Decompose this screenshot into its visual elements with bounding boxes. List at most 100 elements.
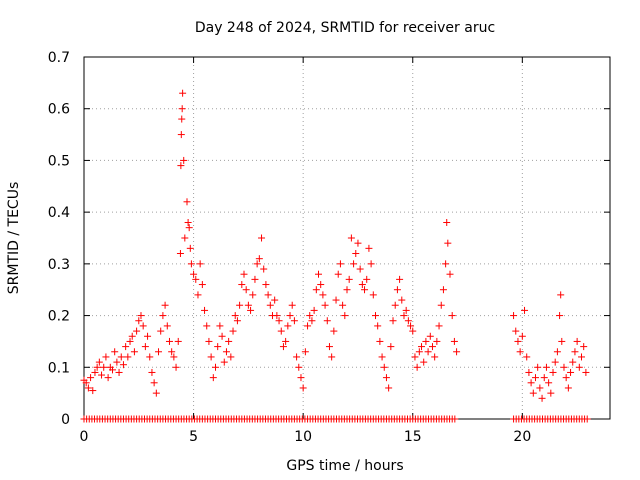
data-point [168,348,176,356]
data-point [424,348,432,356]
data-point [415,348,423,356]
data-point [304,322,312,330]
data-point [84,384,92,392]
data-point [356,265,364,273]
data-point [165,337,173,345]
data-point [277,327,285,335]
x-tick-label: 5 [189,429,198,445]
data-point [382,374,390,382]
data-point [527,379,535,387]
data-point [148,368,156,376]
data-point [95,358,103,366]
data-point [196,260,204,268]
data-point [186,244,194,252]
data-point [439,286,447,294]
data-point [545,379,553,387]
data-point [214,343,222,351]
data-point [347,234,355,242]
data-point [238,281,246,289]
data-point [374,322,382,330]
y-tick-label: 0.1 [48,360,70,376]
data-point [297,374,305,382]
data-point [266,301,274,309]
data-point [409,327,417,335]
data-point [135,317,143,325]
data-point [181,234,189,242]
data-point [448,312,456,320]
data-point [220,358,228,366]
data-point [367,260,375,268]
data-point [242,286,250,294]
data-point [139,322,147,330]
data-point [538,394,546,402]
data-point [542,363,550,371]
zero-point [451,415,459,423]
data-point [336,260,344,268]
data-point [437,301,445,309]
data-point [187,260,195,268]
data-point [453,348,461,356]
data-point [556,312,564,320]
data-point [299,384,307,392]
data-point [376,337,384,345]
data-point [529,389,537,397]
data-point [443,218,451,226]
data-point [273,312,281,320]
data-point [82,379,90,387]
data-point [312,286,320,294]
data-point [560,363,568,371]
data-point [205,337,213,345]
data-point [564,384,572,392]
x-tick-label: 0 [80,429,89,445]
data-point [365,244,373,252]
data-point [444,239,452,247]
data-point [180,156,188,164]
data-point [264,291,272,299]
x-tick-label: 20 [513,429,531,445]
data-point [293,353,301,361]
data-point [117,353,125,361]
data-point [510,312,518,320]
axis-ticks: 0 5 10 15 20 0 0.1 0.2 0.3 0.4 0.5 0.6 0.7 [48,50,610,445]
data-point [521,306,529,314]
data-point [130,348,138,356]
data-point [446,270,454,278]
data-point [422,337,430,345]
data-point [540,374,548,382]
data-point [222,348,230,356]
data-point [578,353,586,361]
data-point [317,281,325,289]
data-point [247,306,255,314]
data-point [567,368,575,376]
data-point [155,348,163,356]
data-point [275,317,283,325]
data-point [345,275,353,283]
data-point [571,348,579,356]
data-point [413,363,421,371]
data-point [369,291,377,299]
data-point [176,250,184,258]
data-point [177,162,185,170]
data-point [361,286,369,294]
data-points [80,89,591,423]
y-tick-label: 0.6 [48,102,70,118]
y-tick-label: 0 [61,412,70,428]
data-point [315,270,323,278]
data-point [185,224,193,232]
data-point [514,337,522,345]
data-point [431,353,439,361]
data-point [244,301,252,309]
data-point [341,312,349,320]
data-point [184,218,192,226]
data-point [325,343,333,351]
data-point [573,337,581,345]
data-point [558,337,566,345]
data-point [549,368,557,376]
data-point [378,353,386,361]
data-point [163,322,171,330]
data-point [207,353,215,361]
data-point [387,343,395,351]
data-point [115,368,123,376]
data-point [111,348,119,356]
